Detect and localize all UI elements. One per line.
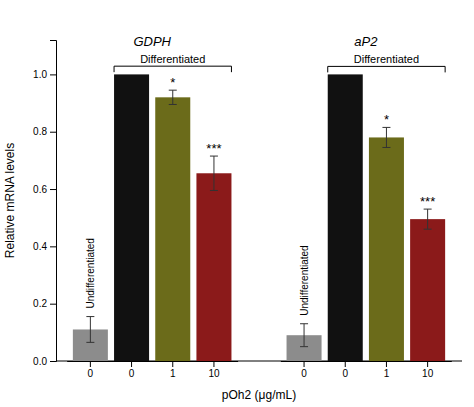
x-tick-mark bbox=[90, 361, 91, 367]
x-tick-label: 0 bbox=[342, 368, 348, 379]
x-tick-label: 10 bbox=[208, 368, 220, 379]
x-tick-label: 1 bbox=[170, 368, 176, 379]
error-bar bbox=[424, 209, 432, 229]
y-tick-mark bbox=[50, 304, 56, 305]
group-label: Undifferentiated bbox=[299, 245, 310, 315]
error-bar bbox=[210, 156, 218, 190]
x-tick-label: 10 bbox=[422, 368, 434, 379]
x-tick: 0 bbox=[88, 361, 94, 379]
bar-series bbox=[73, 74, 232, 361]
x-axis-title: pOh2 (μg/mL) bbox=[222, 388, 296, 402]
bar bbox=[155, 97, 190, 361]
x-axis-line bbox=[67, 361, 238, 362]
x-axis: 0 0 1 10 bbox=[67, 361, 238, 379]
x-tick: 10 bbox=[422, 361, 434, 379]
x-tick-mark bbox=[386, 361, 387, 367]
group-label: Differentiated bbox=[140, 53, 205, 65]
y-tick: 0.2 bbox=[33, 298, 56, 309]
y-axis-title: Relative mRNA levels bbox=[3, 143, 17, 258]
y-tick-mark bbox=[50, 361, 56, 362]
significance-label: * bbox=[384, 112, 389, 127]
bar bbox=[369, 137, 404, 361]
x-tick: 1 bbox=[384, 361, 390, 379]
x-tick: 10 bbox=[208, 361, 220, 379]
bar bbox=[114, 74, 149, 361]
group-title: aP2 bbox=[354, 34, 378, 49]
x-tick-mark bbox=[172, 361, 173, 367]
annotations: ****UndifferentiatedDifferentiatedGDPH**… bbox=[85, 34, 445, 316]
x-tick-mark bbox=[345, 361, 346, 367]
group-bracket bbox=[114, 66, 231, 72]
error-bar bbox=[300, 324, 308, 347]
x-tick-mark bbox=[427, 361, 428, 367]
x-tick: 0 bbox=[301, 361, 307, 379]
group-label: Undifferentiated bbox=[85, 238, 96, 308]
marks bbox=[73, 74, 445, 361]
bar bbox=[410, 219, 445, 361]
bar bbox=[196, 173, 231, 361]
error-bar bbox=[169, 90, 177, 104]
group-bracket bbox=[328, 66, 445, 72]
x-axis-line bbox=[281, 361, 452, 362]
y-tick-mark bbox=[50, 74, 56, 75]
x-tick-mark bbox=[131, 361, 132, 367]
error-bar bbox=[86, 317, 94, 343]
x-tick-label: 1 bbox=[384, 368, 390, 379]
group-title: GDPH bbox=[133, 34, 171, 49]
x-tick: 0 bbox=[342, 361, 348, 379]
x-tick-mark bbox=[213, 361, 214, 367]
y-tick-label: 0.4 bbox=[33, 241, 47, 252]
y-tick-label: 0.0 bbox=[33, 356, 47, 367]
x-tick: 1 bbox=[170, 361, 176, 379]
y-tick: 1.0 bbox=[33, 69, 56, 80]
y-tick: 0.4 bbox=[33, 241, 56, 252]
y-tick-mark bbox=[50, 189, 56, 190]
y-tick: 0.0 bbox=[33, 356, 56, 367]
y-tick: 0.6 bbox=[33, 184, 56, 195]
y-tick-label: 0.6 bbox=[33, 184, 47, 195]
y-tick-label: 0.2 bbox=[33, 298, 47, 309]
y-tick: 0.8 bbox=[33, 126, 56, 137]
y-axis: 0.0 0.2 0.4 0.6 0.8 1.0 bbox=[33, 41, 56, 367]
y-tick-label: 0.8 bbox=[33, 126, 47, 137]
x-tick-label: 0 bbox=[301, 368, 307, 379]
significance-label: * bbox=[170, 75, 175, 90]
x-tick-label: 0 bbox=[88, 368, 94, 379]
x-axis: 0 0 1 10 bbox=[281, 361, 452, 379]
error-bar bbox=[382, 127, 390, 147]
bar bbox=[328, 74, 363, 361]
y-tick-label: 1.0 bbox=[33, 69, 47, 80]
y-tick-mark bbox=[50, 132, 56, 133]
x-tick: 0 bbox=[129, 361, 135, 379]
x-tick-label: 0 bbox=[129, 368, 135, 379]
y-tick-mark bbox=[50, 246, 56, 247]
plot: 0.00.20.40.60.81.00011000110****Undiffer… bbox=[3, 34, 462, 402]
group-label: Differentiated bbox=[354, 53, 419, 65]
bar-series bbox=[287, 74, 446, 361]
y-axis-line bbox=[50, 41, 57, 362]
x-tick-mark bbox=[304, 361, 305, 367]
significance-label: *** bbox=[420, 194, 435, 209]
significance-label: *** bbox=[206, 141, 221, 156]
chart: 0.00.20.40.60.81.00011000110****Undiffer… bbox=[0, 0, 474, 407]
